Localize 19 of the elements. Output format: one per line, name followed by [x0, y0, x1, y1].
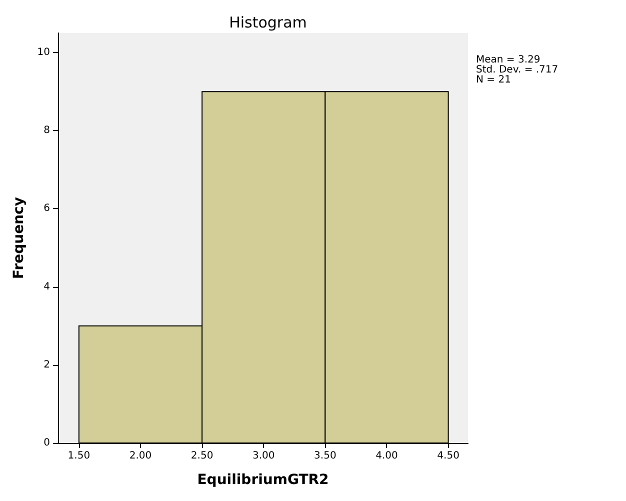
x-tick-label: 1.50: [68, 450, 90, 462]
y-axis-title: Frequency: [11, 197, 27, 279]
x-tick-label: 2.50: [190, 450, 214, 462]
x-tick-label: 4.00: [376, 450, 398, 462]
y-tick-label: 4: [44, 281, 50, 292]
text: Mean = 3.29: [476, 54, 540, 66]
text: Std. Dev. = .717: [476, 64, 558, 76]
chart-title: Histogram: [229, 14, 307, 32]
y-tick-label: 10: [37, 47, 50, 58]
text: N = 21: [476, 74, 511, 86]
y-tick-label: 6: [44, 203, 50, 214]
x-axis-title: EquilibriumGTR2: [197, 472, 329, 488]
x-tick-label: 4.50: [437, 450, 460, 462]
x-tick-label: 2.00: [129, 450, 152, 462]
y-tick-label: 2: [44, 359, 50, 370]
y-tick-label: 0: [44, 438, 50, 448]
x-tick-label: 3.00: [252, 450, 275, 462]
x-tick-label: 3.50: [314, 450, 336, 462]
y-tick-label: 8: [44, 125, 50, 136]
